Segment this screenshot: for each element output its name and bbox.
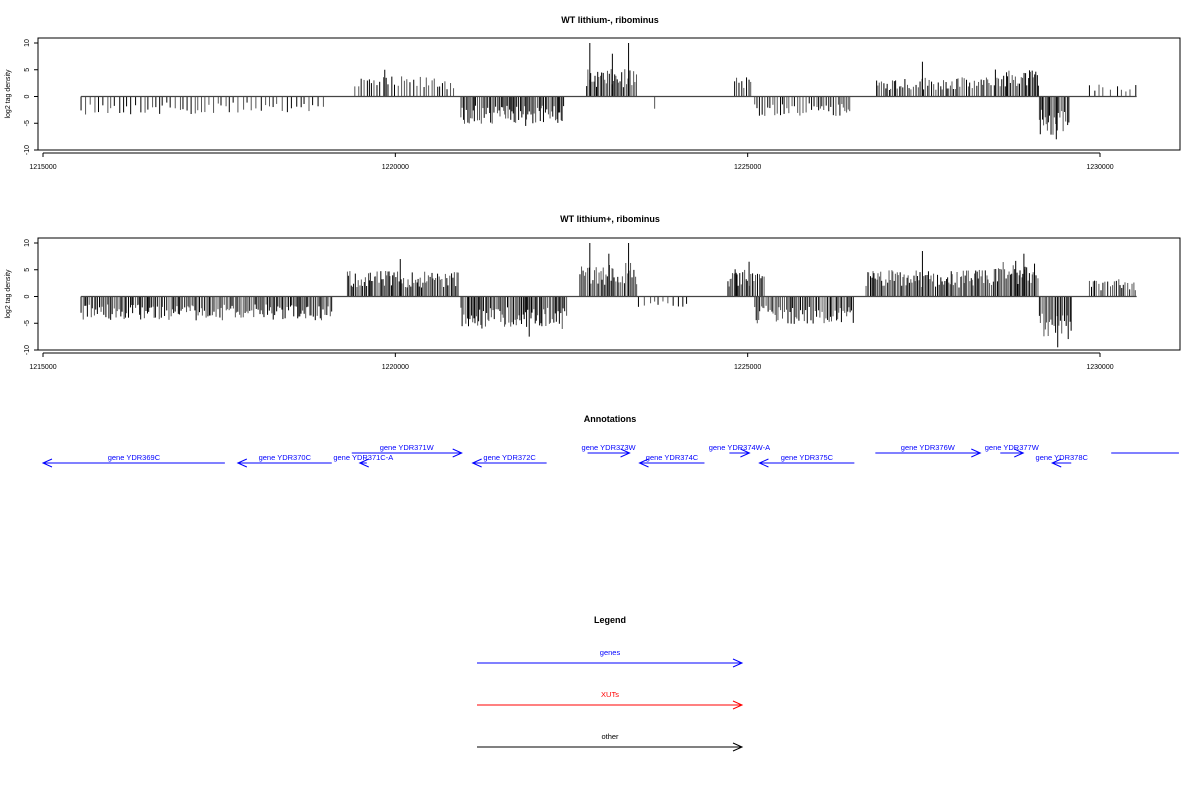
- legend-label: other: [601, 732, 619, 741]
- gene-annotation: gene YDR371C-A: [333, 453, 393, 468]
- arrow-head-left-icon: [758, 458, 769, 468]
- y-axis-label: log2 tag density: [5, 269, 12, 319]
- x-tick-label: 1230000: [1086, 364, 1113, 371]
- gene-label: gene YDR376W: [901, 443, 956, 452]
- arrow-head-right-icon: [732, 742, 744, 752]
- legend-item: XUTs: [477, 690, 744, 710]
- gene-label: gene YDR371C-A: [333, 453, 393, 462]
- gene-label: gene YDR374W-A: [709, 443, 770, 452]
- gene-annotation: gene YDR375C: [758, 453, 855, 468]
- gene-label: gene YDR370C: [259, 453, 312, 462]
- gene-annotation: gene YDR370C: [236, 453, 332, 468]
- gene-annotation: gene YDR377W: [985, 443, 1040, 458]
- x-tick-label: 1225000: [734, 164, 761, 171]
- arrow-head-left-icon: [41, 458, 53, 468]
- y-tick-label: 0: [24, 294, 31, 298]
- gene-label: gene YDR372C: [483, 453, 536, 462]
- x-tick-label: 1220000: [382, 364, 409, 371]
- gene-label: gene YDR375C: [781, 453, 834, 462]
- arrow-head-left-icon: [358, 458, 369, 468]
- gene-label: gene YDR369C: [108, 453, 161, 462]
- arrow-head-left-icon: [1050, 458, 1062, 468]
- y-tick-label: -10: [24, 345, 31, 355]
- panel-title: WT lithium+, ribominus: [560, 214, 660, 224]
- y-tick-label: -5: [24, 320, 31, 326]
- x-tick-label: 1215000: [29, 164, 56, 171]
- y-tick-label: 5: [24, 68, 31, 72]
- gene-annotation: gene YDR374C: [638, 453, 705, 468]
- legend-title: Legend: [594, 615, 626, 625]
- x-tick-label: 1215000: [29, 364, 56, 371]
- panel-lithium-plus: WT lithium+, ribominus 10 5 0 -5 -10 log2 tag…: [5, 214, 1181, 371]
- gene-annotation: gene YDR376W: [875, 443, 982, 458]
- density-bars: [80, 43, 1137, 140]
- gene-annotation: gene YDR369C: [41, 453, 225, 468]
- y-tick-label: 10: [24, 39, 31, 47]
- x-tick-label: 1230000: [1086, 164, 1113, 171]
- arrow-head-right-icon: [740, 448, 751, 458]
- arrow-head-right-icon: [452, 448, 463, 458]
- gene-label: gene YDR371W: [380, 443, 435, 452]
- legend-label: XUTs: [601, 690, 619, 699]
- arrow-head-right-icon: [971, 448, 982, 458]
- arrow-head-right-icon: [1014, 448, 1025, 458]
- y-tick-label: -5: [24, 120, 31, 126]
- gene-label: gene YDR373W: [582, 443, 637, 452]
- panel-lithium-minus: WT lithium-, ribominus 10 5 0 -5 -10 log2 tag…: [5, 15, 1181, 171]
- y-tick-label: 5: [24, 268, 31, 272]
- y-tick-label: 0: [24, 94, 31, 98]
- arrow-head-right-icon: [732, 658, 744, 668]
- legend-label: genes: [600, 648, 621, 657]
- gene-label: gene YDR377W: [985, 443, 1040, 452]
- gene-label: gene YDR374C: [646, 453, 699, 462]
- arrow-head-left-icon: [638, 458, 649, 468]
- y-tick-label: -10: [24, 145, 31, 155]
- gene-annotation: gene YDR372C: [471, 453, 547, 468]
- arrow-head-right-icon: [732, 700, 744, 710]
- gene-annotation: gene YDR374W-A: [709, 443, 770, 458]
- annotations-title: Annotations: [584, 414, 637, 424]
- arrow-head-right-icon: [620, 448, 631, 458]
- legend-item: genes: [477, 648, 744, 668]
- gene-label: gene YDR378C: [1036, 453, 1089, 462]
- legend-item: other: [477, 732, 744, 752]
- x-tick-label: 1225000: [734, 364, 761, 371]
- gene-annotation: gene YDR373W: [582, 443, 637, 458]
- arrow-head-left-icon: [236, 458, 248, 468]
- annotations-track: Annotations gene YDR369C gene YDR370C gene…: [41, 414, 1179, 468]
- y-axis-label: log2 tag density: [5, 69, 12, 119]
- y-tick-label: 10: [24, 239, 31, 247]
- legend: Legend genes XUTs other: [477, 615, 744, 752]
- x-tick-label: 1220000: [382, 164, 409, 171]
- gene-annotation: gene YDR371W: [351, 443, 463, 458]
- arrow-head-left-icon: [471, 458, 482, 468]
- density-bars: [80, 243, 1136, 348]
- panel-title: WT lithium-, ribominus: [561, 15, 659, 25]
- gene-annotation: gene YDR378C: [1036, 453, 1089, 468]
